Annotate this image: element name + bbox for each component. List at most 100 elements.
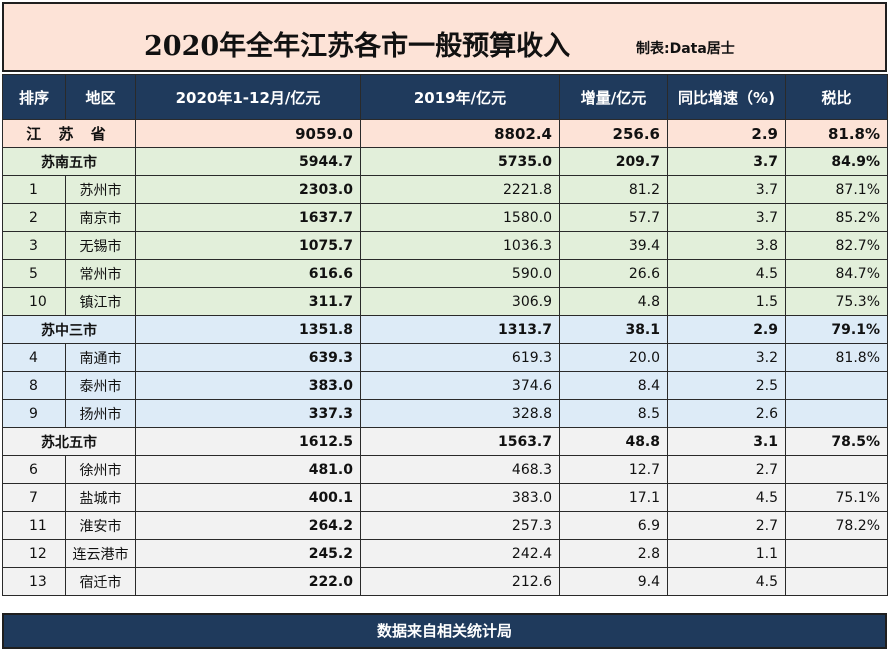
group-label[interactable]: 苏中三市: [2, 315, 136, 344]
value-2020-cell[interactable]: 383.0: [135, 371, 361, 400]
rank-cell[interactable]: 13: [2, 567, 66, 596]
growth-cell[interactable]: 4.5: [667, 567, 786, 596]
tax-cell[interactable]: [785, 539, 888, 568]
increase-cell[interactable]: 26.6: [559, 259, 668, 288]
province-increase[interactable]: 256.6: [559, 119, 668, 148]
city-cell[interactable]: 南通市: [65, 343, 136, 372]
group-v2020[interactable]: 1612.5: [135, 427, 361, 456]
value-2020-cell[interactable]: 264.2: [135, 511, 361, 540]
growth-cell[interactable]: 4.5: [667, 259, 786, 288]
growth-cell[interactable]: 1.1: [667, 539, 786, 568]
increase-cell[interactable]: 39.4: [559, 231, 668, 260]
growth-cell[interactable]: 3.7: [667, 203, 786, 232]
city-cell[interactable]: 淮安市: [65, 511, 136, 540]
tax-cell[interactable]: 87.1%: [785, 175, 888, 204]
growth-cell[interactable]: 2.7: [667, 455, 786, 484]
value-2020-cell[interactable]: 222.0: [135, 567, 361, 596]
city-cell[interactable]: 无锡市: [65, 231, 136, 260]
value-2019-cell[interactable]: 328.8: [360, 399, 560, 428]
value-2020-cell[interactable]: 616.6: [135, 259, 361, 288]
rank-cell[interactable]: 4: [2, 343, 66, 372]
col-header-region[interactable]: 地区: [65, 74, 136, 120]
city-cell[interactable]: 盐城市: [65, 483, 136, 512]
tax-cell[interactable]: [785, 371, 888, 400]
increase-cell[interactable]: 6.9: [559, 511, 668, 540]
tax-cell[interactable]: 84.7%: [785, 259, 888, 288]
rank-cell[interactable]: 11: [2, 511, 66, 540]
city-cell[interactable]: 连云港市: [65, 539, 136, 568]
rank-cell[interactable]: 3: [2, 231, 66, 260]
province-2019[interactable]: 8802.4: [360, 119, 560, 148]
increase-cell[interactable]: 81.2: [559, 175, 668, 204]
city-cell[interactable]: 苏州市: [65, 175, 136, 204]
col-header-growth[interactable]: 同比增速（%): [667, 74, 786, 120]
value-2019-cell[interactable]: 619.3: [360, 343, 560, 372]
province-2020[interactable]: 9059.0: [135, 119, 361, 148]
rank-cell[interactable]: 12: [2, 539, 66, 568]
col-header-rank[interactable]: 排序: [2, 74, 66, 120]
city-cell[interactable]: 扬州市: [65, 399, 136, 428]
value-2019-cell[interactable]: 1580.0: [360, 203, 560, 232]
growth-cell[interactable]: 2.6: [667, 399, 786, 428]
growth-cell[interactable]: 3.8: [667, 231, 786, 260]
growth-cell[interactable]: 1.5: [667, 287, 786, 316]
value-2020-cell[interactable]: 481.0: [135, 455, 361, 484]
value-2019-cell[interactable]: 374.6: [360, 371, 560, 400]
group-growth[interactable]: 3.1: [667, 427, 786, 456]
col-header-increase[interactable]: 增量/亿元: [559, 74, 668, 120]
value-2019-cell[interactable]: 242.4: [360, 539, 560, 568]
group-label[interactable]: 苏北五市: [2, 427, 136, 456]
group-inc[interactable]: 48.8: [559, 427, 668, 456]
increase-cell[interactable]: 4.8: [559, 287, 668, 316]
value-2019-cell[interactable]: 383.0: [360, 483, 560, 512]
growth-cell[interactable]: 2.7: [667, 511, 786, 540]
increase-cell[interactable]: 8.5: [559, 399, 668, 428]
value-2020-cell[interactable]: 245.2: [135, 539, 361, 568]
tax-cell[interactable]: [785, 455, 888, 484]
increase-cell[interactable]: 17.1: [559, 483, 668, 512]
value-2020-cell[interactable]: 1075.7: [135, 231, 361, 260]
tax-cell[interactable]: 78.2%: [785, 511, 888, 540]
rank-cell[interactable]: 2: [2, 203, 66, 232]
group-tax[interactable]: 84.9%: [785, 147, 888, 176]
growth-cell[interactable]: 3.2: [667, 343, 786, 372]
group-v2020[interactable]: 5944.7: [135, 147, 361, 176]
city-cell[interactable]: 泰州市: [65, 371, 136, 400]
group-v2020[interactable]: 1351.8: [135, 315, 361, 344]
value-2020-cell[interactable]: 639.3: [135, 343, 361, 372]
rank-cell[interactable]: 1: [2, 175, 66, 204]
group-growth[interactable]: 3.7: [667, 147, 786, 176]
col-header-2020[interactable]: 2020年1-12月/亿元: [135, 74, 361, 120]
increase-cell[interactable]: 57.7: [559, 203, 668, 232]
tax-cell[interactable]: [785, 567, 888, 596]
group-growth[interactable]: 2.9: [667, 315, 786, 344]
group-v2019[interactable]: 5735.0: [360, 147, 560, 176]
growth-cell[interactable]: 3.7: [667, 175, 786, 204]
rank-cell[interactable]: 7: [2, 483, 66, 512]
province-growth[interactable]: 2.9: [667, 119, 786, 148]
province-label[interactable]: 江 苏 省: [2, 119, 136, 148]
group-inc[interactable]: 209.7: [559, 147, 668, 176]
group-inc[interactable]: 38.1: [559, 315, 668, 344]
growth-cell[interactable]: 4.5: [667, 483, 786, 512]
value-2020-cell[interactable]: 2303.0: [135, 175, 361, 204]
value-2019-cell[interactable]: 468.3: [360, 455, 560, 484]
increase-cell[interactable]: 8.4: [559, 371, 668, 400]
tax-cell[interactable]: [785, 399, 888, 428]
value-2019-cell[interactable]: 212.6: [360, 567, 560, 596]
group-tax[interactable]: 79.1%: [785, 315, 888, 344]
value-2019-cell[interactable]: 590.0: [360, 259, 560, 288]
col-header-tax[interactable]: 税比: [785, 74, 888, 120]
group-v2019[interactable]: 1563.7: [360, 427, 560, 456]
value-2020-cell[interactable]: 311.7: [135, 287, 361, 316]
tax-cell[interactable]: 75.1%: [785, 483, 888, 512]
tax-cell[interactable]: 85.2%: [785, 203, 888, 232]
col-header-2019[interactable]: 2019年/亿元: [360, 74, 560, 120]
value-2020-cell[interactable]: 400.1: [135, 483, 361, 512]
tax-cell[interactable]: 81.8%: [785, 343, 888, 372]
group-tax[interactable]: 78.5%: [785, 427, 888, 456]
group-label[interactable]: 苏南五市: [2, 147, 136, 176]
province-tax[interactable]: 81.8%: [785, 119, 888, 148]
increase-cell[interactable]: 20.0: [559, 343, 668, 372]
city-cell[interactable]: 常州市: [65, 259, 136, 288]
